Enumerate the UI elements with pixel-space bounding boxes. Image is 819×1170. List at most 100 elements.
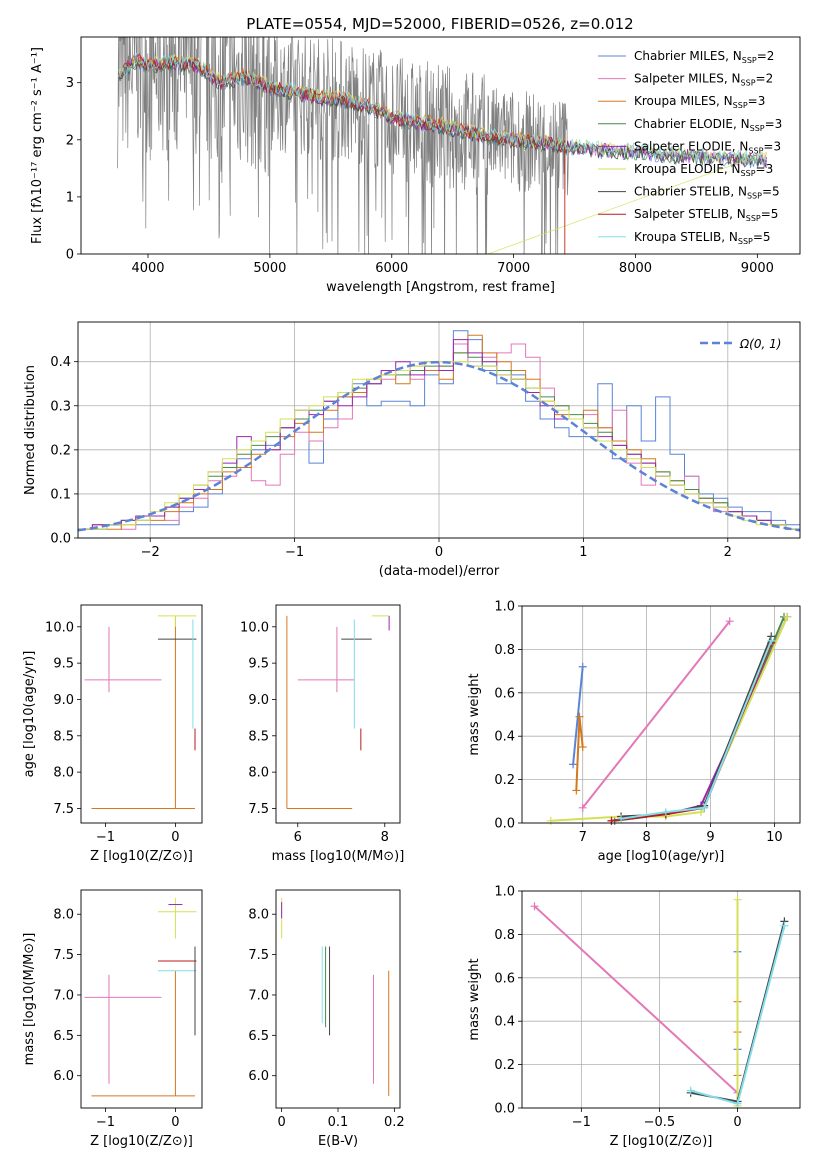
y-axis-label: age [log10(age/yr)] — [22, 651, 37, 778]
weight-marker — [617, 814, 626, 823]
legend-label: Chabrier STELIB, N — [634, 185, 747, 199]
legend-label: Kroupa MILES, N — [634, 94, 733, 108]
legend-label: Salpeter ELODIE, N — [634, 139, 748, 153]
weight-series-line — [572, 666, 584, 765]
x-tick-label: −1 — [96, 830, 115, 845]
residuals-panel: −2 −1 0 1 2 0.0 0.1 0.2 0.3 0.4 (data-model)/error… — [23, 321, 801, 579]
legend-entry: Kroupa STELIB, NSSP=5 — [634, 230, 771, 246]
x-tick-label: 0 — [171, 830, 179, 845]
x-axis-label: Z [log10(Z/Z⊙)] — [90, 1134, 193, 1149]
weight-marker — [700, 803, 709, 812]
y-tick-label: 0.3 — [50, 399, 71, 414]
weight-series-line — [611, 616, 789, 822]
legend-subscript: SSP — [741, 169, 756, 178]
axes-frame — [521, 605, 801, 824]
y-tick-label: 7.0 — [248, 988, 269, 1003]
x-axis-label: Z [log10(Z/Z⊙)] — [90, 849, 193, 864]
weight-marker — [546, 816, 555, 825]
weight-Z-plot-area — [530, 895, 789, 1110]
x-tick-label: −1 — [96, 1115, 115, 1130]
axes-frame — [521, 890, 801, 1109]
axes-frame — [275, 604, 401, 824]
legend-subscript: SSP — [738, 237, 753, 246]
weight-series-line — [581, 620, 731, 809]
y-tick-label: 8.0 — [53, 908, 74, 923]
legend-label: Chabrier ELODIE, N — [634, 117, 750, 131]
legend-count: =3 — [765, 117, 783, 131]
legend-subscript: SSP — [733, 101, 748, 110]
weight-Z-panel: −1 −0.5 0 0.0 0.2 0.4 0.6 0.8 1.0 Z [log10(Z/Z⊙)]… — [467, 885, 801, 1149]
age-mass-panel: 6 8 7.5 8.0 8.5 9.0 9.5 10.0 mass [log10(M/M⊙)] — [240, 604, 404, 864]
x-tick-label: 0 — [435, 545, 443, 560]
y-tick-label: 8.0 — [248, 908, 269, 923]
x-axis-label: age [log10(age/yr)] — [598, 849, 725, 864]
y-axis-label: Flux [fλ10⁻¹⁷ erg cm⁻² s⁻¹ A⁻¹] — [30, 47, 45, 244]
legend-count: =3 — [756, 162, 774, 176]
x-tick-label: 0.2 — [384, 1115, 405, 1130]
y-tick-label: 3 — [66, 76, 74, 91]
weight-marker — [733, 1099, 742, 1108]
weight-marker — [767, 636, 776, 645]
y-tick-label: 1.0 — [494, 885, 515, 900]
y-tick-label: 0.4 — [50, 355, 71, 370]
weight-marker — [578, 803, 587, 812]
y-tick-label: 0.4 — [494, 730, 515, 745]
y-tick-label: 0.6 — [494, 971, 515, 986]
spectrum-panel: 4000 5000 6000 7000 8000 9000 0 1 2 3 wavelength [… — [30, 36, 801, 295]
legend-entry: Salpeter MILES, NSSP=2 — [634, 72, 773, 88]
legend-count: =2 — [757, 49, 775, 63]
y-tick-label: 8.5 — [53, 729, 74, 744]
legend-entry: Ω(0, 1) — [739, 337, 781, 351]
weight-marker — [661, 808, 670, 817]
y-axis-label: Normed distribution — [23, 365, 38, 495]
y-tick-label: 0.6 — [494, 686, 515, 701]
x-tick-label: 2 — [724, 545, 732, 560]
y-axis-label: mass weight — [467, 958, 482, 1040]
weight-marker — [578, 743, 587, 752]
mass-ebv-panel: 0 0.1 0.2 6.0 6.5 7.0 7.5 8.0 E(B-V) — [248, 889, 405, 1149]
mass-Z-plot-area — [84, 898, 197, 1097]
y-tick-label: 9.5 — [248, 657, 269, 672]
weight-marker — [569, 760, 578, 769]
weight-marker — [696, 808, 705, 817]
model-line — [118, 58, 767, 169]
age-Z-panel: −1 0 7.5 8.0 8.5 9.0 9.5 10.0 Z [log10(Z/Z⊙)] age… — [22, 604, 203, 864]
x-tick-label: 9000 — [741, 261, 774, 276]
weight-marker — [607, 816, 616, 825]
y-tick-label: 9.5 — [53, 657, 74, 672]
y-tick-label: 7.5 — [53, 802, 74, 817]
axes-frame — [80, 889, 203, 1109]
x-axis-label: Z [log10(Z/Z⊙)] — [610, 1134, 713, 1149]
y-tick-label: 7.5 — [248, 948, 269, 963]
x-tick-label: 10 — [766, 830, 783, 845]
y-tick-label: 9.0 — [53, 693, 74, 708]
legend-subscript: SSP — [747, 192, 762, 201]
weight-series-line — [614, 616, 785, 822]
x-tick-label: 4000 — [131, 261, 164, 276]
y-tick-label: 6.5 — [248, 1029, 269, 1044]
residuals-plot-area — [78, 330, 800, 538]
y-tick-label: 8.5 — [248, 729, 269, 744]
weight-marker — [686, 1086, 695, 1095]
legend-entry: Chabrier MILES, NSSP=2 — [634, 49, 774, 65]
legend-count: =5 — [762, 185, 780, 199]
y-tick-label: 1 — [66, 190, 74, 205]
y-tick-label: 0.8 — [494, 643, 515, 658]
spectrum-lines — [117, 37, 768, 254]
legend-entry: Chabrier ELODIE, NSSP=3 — [634, 117, 782, 133]
legend-label: Salpeter STELIB, N — [634, 207, 746, 221]
y-tick-label: 6.5 — [53, 1029, 74, 1044]
y-tick-label: 0.2 — [494, 773, 515, 788]
legend-label: Chabrier MILES, N — [634, 49, 742, 63]
y-tick-label: 0 — [66, 248, 74, 263]
y-tick-label: 9.0 — [248, 693, 269, 708]
x-tick-label: −1 — [285, 545, 304, 560]
x-axis-label: (data-model)/error — [379, 564, 500, 579]
legend-entry: Salpeter STELIB, NSSP=5 — [634, 207, 778, 223]
figure-title: PLATE=0554, MJD=52000, FIBERID=0526, z=0… — [246, 15, 633, 33]
x-tick-label: −0.5 — [644, 1115, 676, 1130]
weight-marker — [578, 662, 587, 671]
y-tick-label: 0.2 — [50, 443, 71, 458]
